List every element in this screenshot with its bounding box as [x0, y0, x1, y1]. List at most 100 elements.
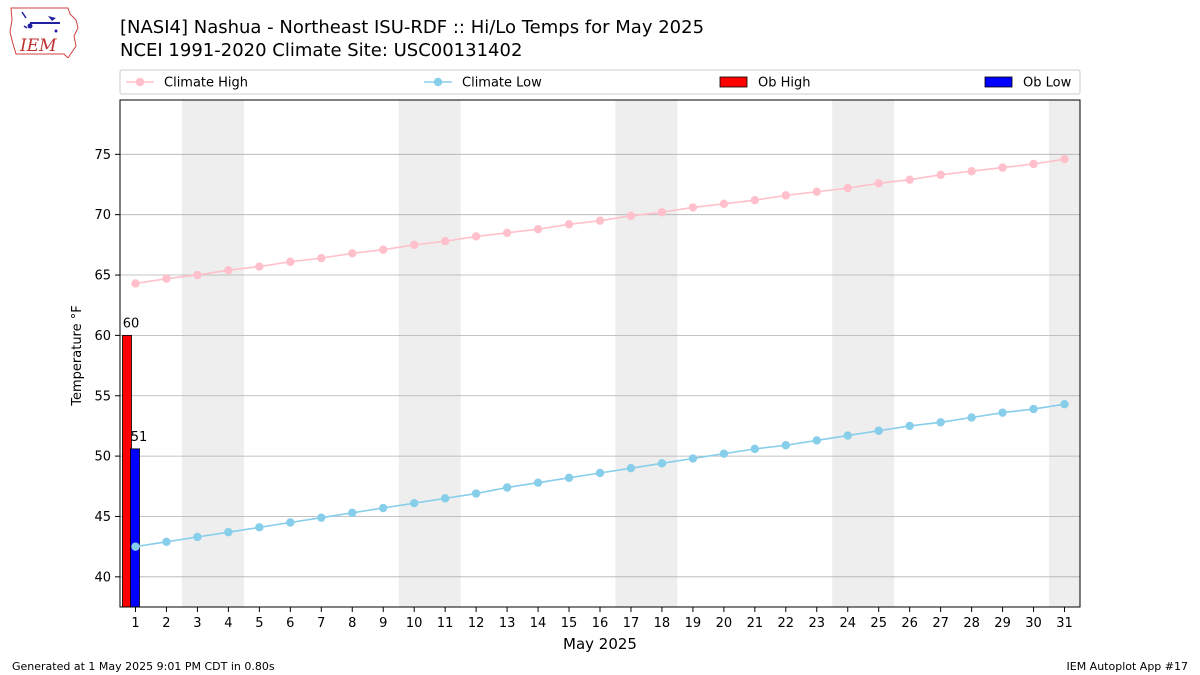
x-tick-label: 21	[747, 616, 764, 631]
climate-high-point	[967, 167, 976, 176]
x-tick-label: 31	[1056, 616, 1073, 631]
plot-series: 60 51	[122, 154, 1069, 608]
climate-high-point	[595, 216, 605, 225]
climate-high-point	[379, 245, 388, 254]
climate-low-point	[533, 478, 543, 487]
x-tick-label: 2	[162, 616, 170, 631]
logo-text: IEM	[19, 36, 57, 56]
x-tick-label: 3	[193, 616, 201, 631]
legend-bar-marker	[719, 76, 748, 88]
weekend-band	[615, 100, 678, 607]
weekend-band	[398, 100, 461, 607]
climate-low-point	[131, 542, 140, 551]
y-tick-label: 50	[94, 450, 111, 465]
x-tick-label: 18	[654, 616, 671, 631]
climate-high-point	[533, 224, 543, 234]
climate-low-point	[409, 498, 419, 508]
y-tick-label: 40	[94, 570, 111, 585]
x-tick-label: 6	[286, 616, 294, 631]
climate-high-point	[781, 191, 791, 200]
climate-low-point	[905, 421, 914, 431]
legend-label: Ob Low	[1023, 76, 1072, 91]
climate-high-point	[440, 237, 450, 246]
climate-high-point	[1060, 154, 1069, 164]
footer-app: IEM Autoplot App #17	[1066, 660, 1189, 673]
climate-low-point	[812, 436, 821, 445]
climate-low-point	[379, 503, 388, 513]
climate-low-point	[595, 468, 605, 478]
x-tick-label: 4	[224, 616, 232, 631]
y-tick-label: 60	[94, 329, 111, 344]
climate-high-point	[317, 253, 326, 263]
climate-low-point	[471, 489, 481, 498]
ob-low-label: 51	[131, 430, 148, 445]
x-tick-label: 7	[317, 616, 325, 631]
climate-high-point	[471, 232, 481, 241]
legend-box	[119, 69, 1081, 95]
x-tick-label: 19	[685, 616, 702, 631]
legend-point-marker	[135, 77, 145, 87]
climate-low-point	[317, 513, 326, 522]
legend-label: Ob High	[758, 76, 811, 91]
climate-low-point	[1060, 400, 1069, 409]
climate-low-point	[1029, 404, 1038, 414]
x-tick-label: 28	[963, 616, 980, 631]
x-tick-label: 30	[1025, 616, 1042, 631]
chart-subtitle: NCEI 1991-2020 Climate Site: USC00131402	[120, 40, 523, 61]
weekend-band	[181, 100, 244, 607]
x-tick-label: 23	[809, 616, 826, 631]
y-tick-label: 65	[94, 269, 111, 284]
climate-low-point	[750, 444, 760, 454]
y-tick-label: 55	[94, 389, 111, 404]
climate-low-point	[440, 494, 450, 503]
climate-high-point	[162, 274, 171, 283]
climate-low-point	[286, 518, 295, 527]
climate-high-point	[409, 240, 419, 250]
climate-high-point	[1029, 159, 1038, 169]
y-tick-label: 45	[94, 510, 111, 525]
x-tick-label: 13	[499, 616, 516, 631]
climate-low-point	[348, 508, 357, 518]
x-tick-label: 1	[131, 616, 139, 631]
x-tick-label: 8	[348, 616, 356, 631]
legend-bar-marker	[984, 76, 1013, 88]
y-tick-label: 75	[94, 148, 111, 163]
climate-low-point	[936, 418, 945, 427]
climate-low-point	[657, 459, 667, 468]
x-tick-label: 26	[901, 616, 918, 631]
climate-high-point	[719, 199, 729, 209]
climate-low-point	[843, 431, 852, 440]
climate-low-point	[626, 463, 636, 473]
climate-low-point	[162, 537, 171, 547]
climate-high-point	[348, 249, 357, 258]
climate-high-point	[626, 211, 636, 221]
x-axis-title: May 2025	[563, 635, 637, 653]
x-tick-label: 5	[255, 616, 263, 631]
climate-high-point	[874, 179, 883, 188]
climate-low-point	[564, 473, 574, 483]
x-tick-label: 24	[839, 616, 856, 631]
climate-high-point	[131, 279, 140, 288]
x-tick-label: 11	[437, 616, 454, 631]
x-tick-label: 12	[468, 616, 485, 631]
climate-low-point	[998, 408, 1007, 417]
x-tick-label: 20	[716, 616, 733, 631]
weekend-band	[832, 100, 895, 607]
y-axis-title: Temperature °F	[70, 305, 85, 406]
x-tick-label: 15	[561, 616, 578, 631]
climate-high-point	[812, 187, 821, 196]
climate-low-point	[874, 426, 883, 435]
chart-title: [NASI4] Nashua - Northeast ISU-RDF :: Hi…	[120, 17, 705, 38]
legend-label: Climate High	[164, 76, 248, 91]
iem-logo: IEM	[8, 6, 80, 59]
climate-low-point	[719, 449, 729, 458]
x-tick-label: 10	[406, 616, 423, 631]
footer-generated: Generated at 1 May 2025 9:01 PM CDT in 0…	[12, 660, 275, 673]
x-tick-label: 27	[932, 616, 949, 631]
ob-low-bar	[130, 448, 140, 608]
climate-low-point	[967, 413, 976, 422]
legend-point-marker	[433, 77, 443, 87]
climate-low-point	[502, 483, 512, 492]
